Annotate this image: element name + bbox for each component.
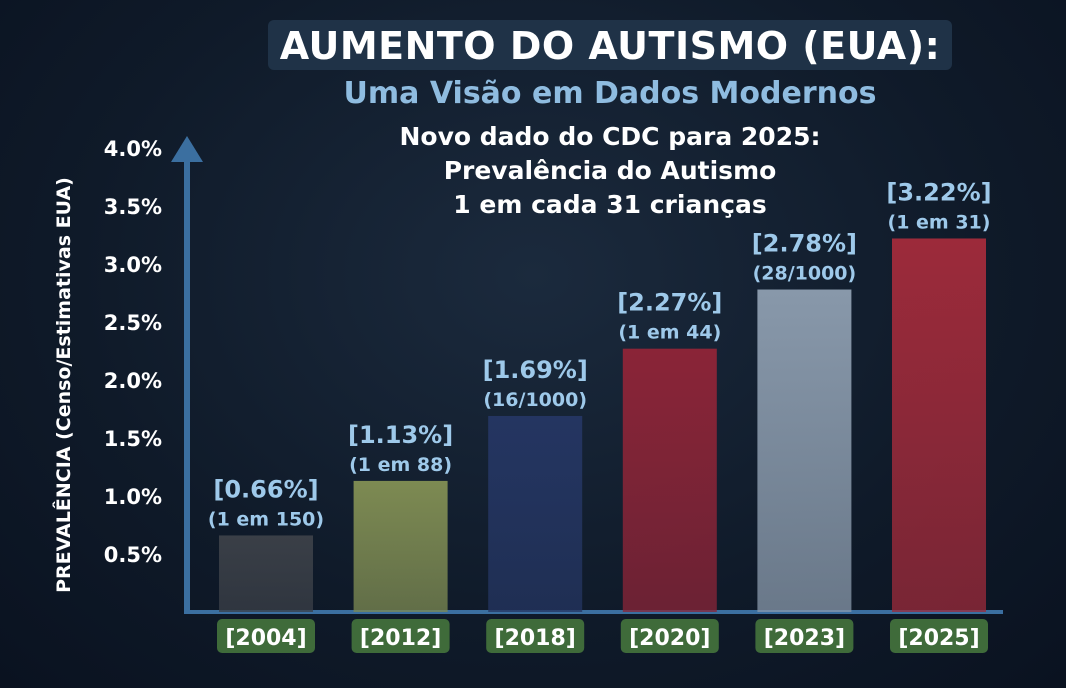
category-badge	[351, 619, 450, 653]
bar-value-label: [2.78%]	[752, 230, 857, 258]
bar-ratio-label: (1 em 150)	[208, 508, 324, 530]
bar	[757, 289, 852, 612]
y-axis-arrow-icon	[171, 136, 203, 162]
bar-ratio-label: (16/1000)	[483, 389, 587, 411]
category-badge	[890, 619, 988, 653]
y-tick-label: 3.0%	[104, 253, 162, 277]
y-tick-label: 3.5%	[104, 195, 162, 219]
title-background	[268, 20, 952, 70]
category-badge	[217, 619, 315, 653]
bar-value-label: [0.66%]	[213, 475, 318, 503]
bar	[353, 480, 448, 612]
y-tick-label: 2.0%	[104, 369, 162, 393]
x-tick-label: [2025]	[898, 626, 979, 651]
bar-ratio-label: (1 em 31)	[888, 211, 991, 233]
bar-value-label: [2.27%]	[617, 289, 722, 317]
x-tick-label: [2023]	[764, 626, 845, 651]
bar	[892, 238, 986, 613]
x-tick-label: [2012]	[360, 626, 441, 651]
bar-value-label: [3.22%]	[886, 178, 991, 206]
bar	[488, 415, 583, 612]
bar	[622, 348, 717, 612]
bar-value-label: [1.13%]	[348, 421, 453, 449]
bar-ratio-label: (28/1000)	[753, 263, 857, 285]
x-tick-label: [2018]	[495, 626, 576, 651]
cdc-annotation: Novo dado do CDC para 2025: Prevalência …	[390, 120, 830, 222]
chart-subtitle: Uma Visão em Dados Modernos	[343, 76, 877, 111]
x-tick-label: [2004]	[225, 626, 306, 651]
x-tick-label: [2020]	[629, 626, 710, 651]
bar	[219, 535, 313, 612]
chart-title: AUMENTO DO AUTISMO (EUA):	[279, 24, 941, 68]
y-tick-label: 1.0%	[104, 485, 162, 509]
category-badge	[620, 619, 719, 653]
category-badge	[486, 619, 585, 653]
bar-value-label: [1.69%]	[483, 356, 588, 384]
y-tick-label: 0.5%	[104, 543, 162, 567]
y-tick-label: 2.5%	[104, 311, 162, 335]
y-tick-label: 4.0%	[104, 137, 162, 161]
bar-ratio-label: (1 em 88)	[349, 454, 452, 476]
annotation-line-2: Prevalência do Autismo	[443, 156, 777, 185]
annotation-line-3: 1 em cada 31 crianças	[453, 190, 767, 219]
annotation-line-1: Novo dado do CDC para 2025:	[399, 122, 821, 151]
category-badge	[755, 619, 854, 653]
bar-ratio-label: (1 em 44)	[618, 322, 721, 344]
y-tick-label: 1.5%	[104, 427, 162, 451]
